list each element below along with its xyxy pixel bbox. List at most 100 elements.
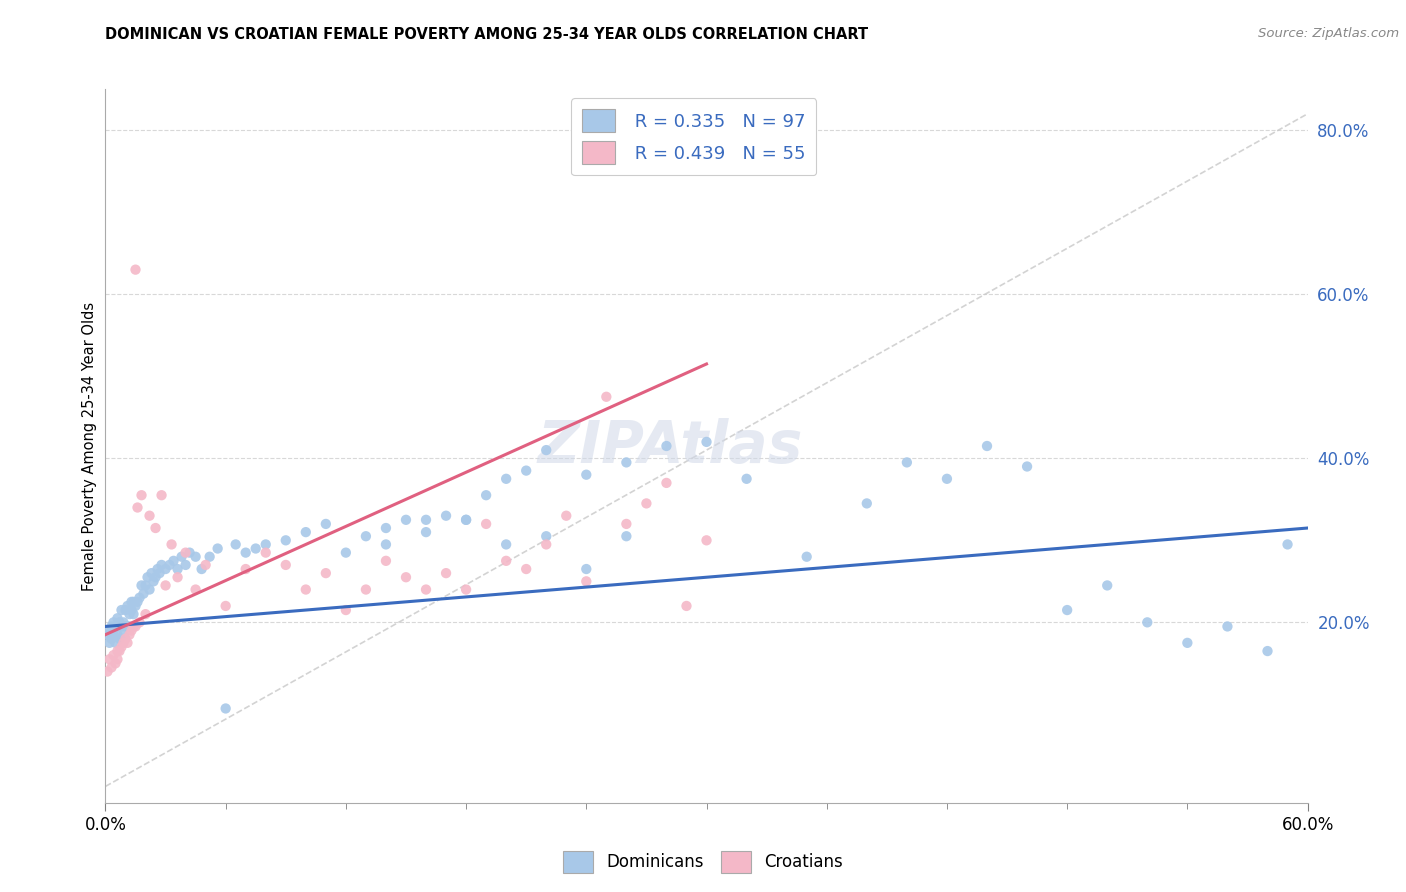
Point (1257, 644, 1279, 658)
Point (122, 607, 145, 622)
Point (131, 488, 153, 502)
Point (454, 513, 477, 527)
Point (170, 549, 193, 564)
Point (696, 434, 718, 449)
Point (415, 513, 437, 527)
Point (122, 595, 145, 609)
Point (110, 640, 132, 654)
Point (354, 529, 377, 543)
Point (184, 582, 207, 597)
Point (98, 636, 121, 650)
Point (616, 529, 638, 543)
Point (534, 529, 557, 543)
Point (335, 603, 357, 617)
Point (103, 627, 125, 641)
Point (515, 562, 537, 576)
Point (166, 562, 188, 576)
Text: ZIPAtlas: ZIPAtlas (537, 417, 803, 475)
Point (100, 619, 122, 633)
Point (104, 636, 127, 650)
Point (495, 537, 517, 551)
Point (616, 516, 638, 531)
Point (475, 488, 498, 502)
Point (138, 508, 160, 523)
Point (254, 546, 277, 560)
Point (98, 624, 121, 638)
Point (475, 516, 498, 531)
Point (616, 455, 638, 469)
Point (1017, 459, 1039, 474)
Point (135, 578, 157, 592)
Point (117, 636, 139, 650)
Point (114, 603, 136, 617)
Point (122, 619, 145, 633)
Point (148, 566, 170, 581)
Point (131, 578, 153, 592)
Point (315, 566, 337, 581)
Point (96, 665, 118, 679)
Point (174, 558, 197, 572)
Point (225, 537, 247, 551)
Point (274, 558, 297, 572)
Point (184, 549, 207, 564)
Point (108, 632, 131, 646)
Point (110, 619, 132, 633)
Point (128, 615, 150, 630)
Point (146, 562, 169, 576)
Point (896, 455, 918, 469)
Point (454, 513, 477, 527)
Point (214, 599, 236, 613)
Point (107, 644, 129, 658)
Point (121, 624, 143, 638)
Point (274, 533, 297, 548)
Point (190, 562, 212, 576)
Point (124, 619, 146, 633)
Point (118, 607, 141, 622)
Point (555, 508, 578, 523)
Point (155, 562, 177, 576)
Point (1177, 636, 1199, 650)
Point (145, 521, 167, 535)
Point (575, 574, 598, 589)
Point (374, 521, 398, 535)
Point (112, 615, 135, 630)
Point (114, 619, 136, 633)
Point (395, 513, 418, 527)
Point (104, 657, 127, 671)
Point (127, 500, 149, 515)
Point (434, 566, 457, 581)
Point (207, 541, 229, 556)
Point (515, 464, 537, 478)
Point (107, 619, 129, 633)
Point (145, 570, 167, 584)
Point (534, 443, 557, 458)
Point (976, 439, 998, 453)
Point (434, 508, 457, 523)
Point (374, 537, 398, 551)
Point (103, 615, 125, 630)
Point (636, 496, 658, 510)
Point (124, 262, 146, 277)
Point (136, 570, 159, 584)
Point (179, 546, 201, 560)
Point (395, 570, 418, 584)
Point (735, 472, 758, 486)
Point (198, 549, 221, 564)
Point (141, 566, 163, 581)
Point (295, 525, 318, 540)
Point (315, 516, 337, 531)
Point (495, 472, 517, 486)
Point (534, 537, 557, 551)
Point (138, 582, 160, 597)
Point (575, 562, 598, 576)
Point (162, 554, 184, 568)
Point (121, 595, 143, 609)
Point (114, 632, 136, 646)
Point (150, 558, 173, 572)
Point (245, 541, 267, 556)
Point (936, 472, 959, 486)
Point (214, 701, 236, 715)
Point (655, 475, 678, 490)
Point (108, 644, 131, 658)
Text: DOMINICAN VS CROATIAN FEMALE POVERTY AMONG 25-34 YEAR OLDS CORRELATION CHART: DOMINICAN VS CROATIAN FEMALE POVERTY AMO… (105, 27, 869, 42)
